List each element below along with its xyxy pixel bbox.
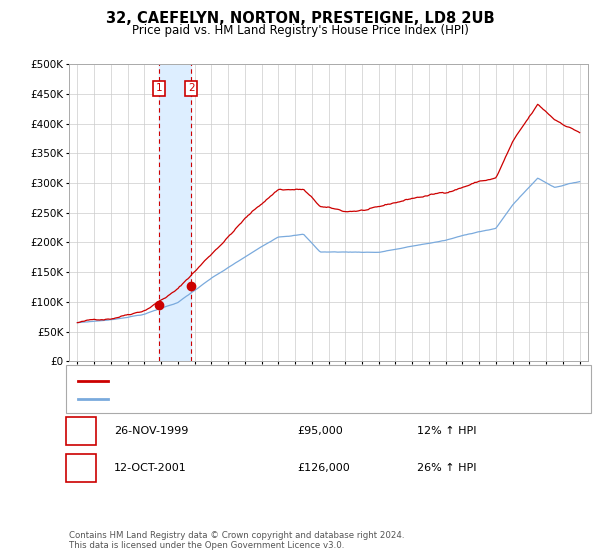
Text: HPI: Average price, detached house, Powys: HPI: Average price, detached house, Powy… [114, 394, 339, 404]
Text: 32, CAEFELYN, NORTON, PRESTEIGNE, LD8 2UB (detached house): 32, CAEFELYN, NORTON, PRESTEIGNE, LD8 2U… [114, 376, 455, 385]
Text: 1: 1 [77, 426, 85, 436]
Bar [160, 64, 191, 361]
Text: £95,000: £95,000 [297, 426, 343, 436]
Text: 26-NOV-1999: 26-NOV-1999 [114, 426, 188, 436]
Text: 12-OCT-2001: 12-OCT-2001 [114, 463, 187, 473]
Text: Contains HM Land Registry data © Crown copyright and database right 2024.
This d: Contains HM Land Registry data © Crown c… [69, 530, 404, 550]
Text: 32, CAEFELYN, NORTON, PRESTEIGNE, LD8 2UB: 32, CAEFELYN, NORTON, PRESTEIGNE, LD8 2U… [106, 11, 494, 26]
Text: Price paid vs. HM Land Registry's House Price Index (HPI): Price paid vs. HM Land Registry's House … [131, 24, 469, 37]
Text: 1: 1 [156, 83, 163, 93]
Text: 12% ↑ HPI: 12% ↑ HPI [417, 426, 476, 436]
Text: £126,000: £126,000 [297, 463, 350, 473]
Text: 2: 2 [188, 83, 194, 93]
Text: 2: 2 [77, 463, 85, 473]
Text: 26% ↑ HPI: 26% ↑ HPI [417, 463, 476, 473]
